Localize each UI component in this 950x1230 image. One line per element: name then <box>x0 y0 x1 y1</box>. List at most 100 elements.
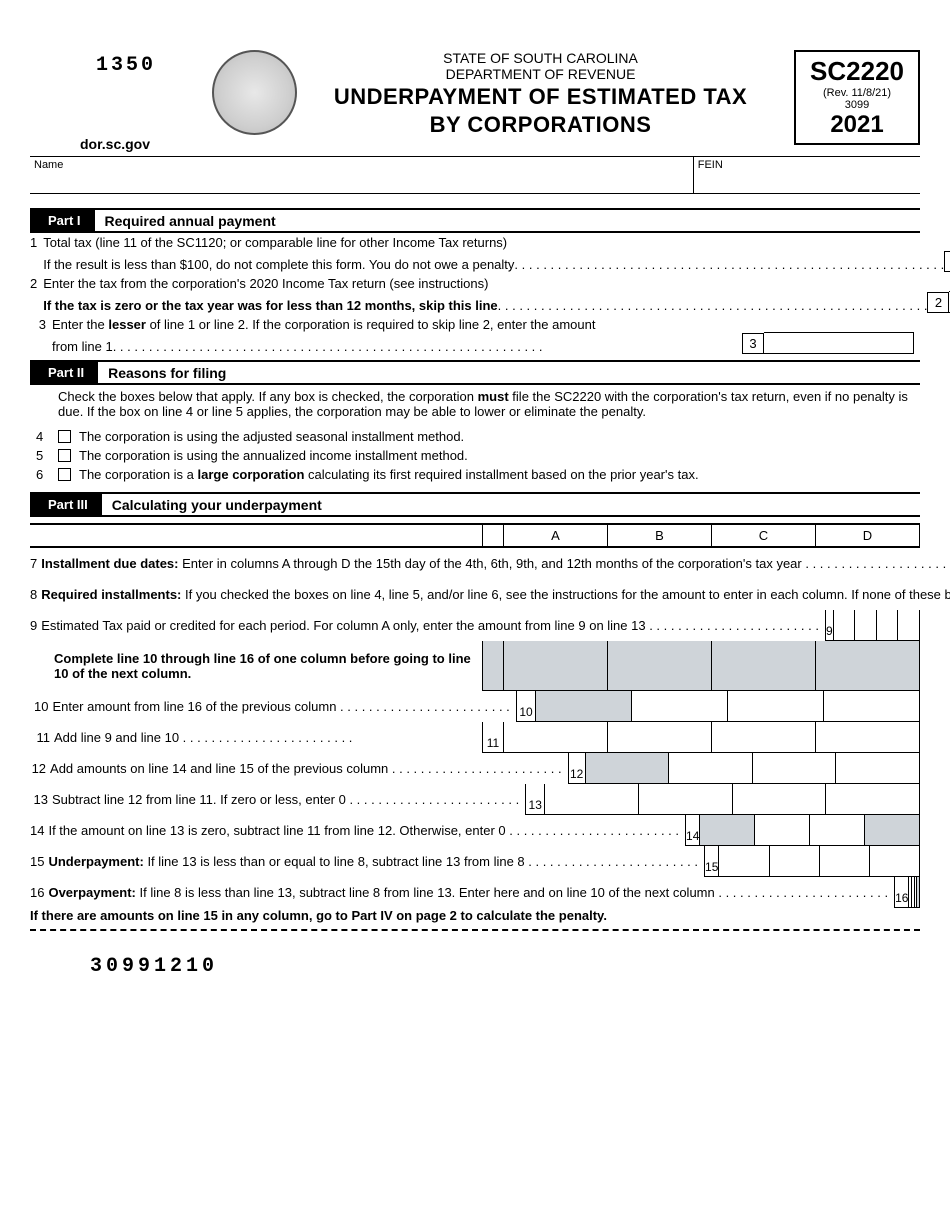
line-1-box: 1 <box>944 251 950 272</box>
part3-header: Part III Calculating your underpayment <box>30 492 920 517</box>
p3-l15-a[interactable] <box>719 846 769 877</box>
part2-instr: Check the boxes below that apply. If any… <box>30 385 920 427</box>
p3-l9-a[interactable] <box>834 610 856 641</box>
state-line: STATE OF SOUTH CAROLINA <box>307 50 774 66</box>
p3-l15-c[interactable] <box>820 846 870 877</box>
line-1-num: 1 <box>30 235 43 250</box>
year: 2021 <box>810 111 904 139</box>
p3-l11-a[interactable] <box>504 722 608 753</box>
line-1-text2: If the result is less than $100, do not … <box>43 257 514 272</box>
p3-l14-d <box>865 815 920 846</box>
website: dor.sc.gov <box>80 136 162 152</box>
p3-l13-a[interactable] <box>545 784 639 815</box>
line-2-text2: If the tax is zero or the tax year was f… <box>43 298 497 313</box>
p3-l15: 15Underpayment: If line 13 is less than … <box>30 846 920 877</box>
line-3-t1: Enter the <box>52 317 108 332</box>
part2-title: Reasons for filing <box>98 365 226 381</box>
col-b: B <box>608 523 712 548</box>
part2-label: Part II <box>30 362 98 383</box>
checkbox-6-num: 6 <box>36 467 52 482</box>
part3-title: Calculating your underpayment <box>102 497 322 513</box>
part3-bottom-note: If there are amounts on line 15 in any c… <box>30 908 920 931</box>
p3-l10: 10Enter amount from line 16 of the previ… <box>30 691 920 722</box>
line-3-input[interactable] <box>764 332 914 354</box>
line-2-text1: Enter the tax from the corporation's 202… <box>43 276 950 291</box>
part1-title: Required annual payment <box>95 213 276 229</box>
p3-l14: 14If the amount on line 13 is zero, subt… <box>30 815 920 846</box>
title-block: STATE OF SOUTH CAROLINA DEPARTMENT OF RE… <box>307 50 774 138</box>
p3-l13-d[interactable] <box>826 784 920 815</box>
line-3-num: 3 <box>30 317 52 332</box>
checkbox-4-box[interactable] <box>58 430 71 443</box>
line-3-text2: from line 1 <box>52 339 113 354</box>
p3-l15-d[interactable] <box>870 846 920 877</box>
p3-l14-b[interactable] <box>755 815 810 846</box>
title-2: BY CORPORATIONS <box>307 112 774 138</box>
form-id: SC2220 <box>810 56 904 87</box>
p3-l11-b[interactable] <box>608 722 712 753</box>
col-a: A <box>504 523 608 548</box>
p3-l12: 12Add amounts on line 14 and line 15 of … <box>30 753 920 784</box>
p3-l9-c[interactable] <box>877 610 899 641</box>
code: 3099 <box>810 99 904 111</box>
p3-l9: 9Estimated Tax paid or credited for each… <box>30 610 920 641</box>
p3-col-head: A B C D <box>30 523 920 548</box>
form-header: 1350 dor.sc.gov STATE OF SOUTH CAROLINA … <box>30 50 920 152</box>
checkbox-5-num: 5 <box>36 448 52 463</box>
line-3: 3 Enter the lesser of line 1 or line 2. … <box>30 315 920 356</box>
p3-l9-d[interactable] <box>898 610 920 641</box>
fein-label[interactable]: FEIN <box>694 157 920 193</box>
p3-l13-c[interactable] <box>733 784 827 815</box>
part1-header: Part I Required annual payment <box>30 208 920 233</box>
p3-l13: 13Subtract line 12 from line 11. If zero… <box>30 784 920 815</box>
p3-l12-a <box>586 753 670 784</box>
form-id-box: SC2220 (Rev. 11/8/21) 3099 2021 <box>794 50 920 145</box>
part2-header: Part II Reasons for filing <box>30 360 920 385</box>
checkbox-5: 5 The corporation is using the annualize… <box>30 446 920 465</box>
p3-l11-c[interactable] <box>712 722 816 753</box>
part3-table: A B C D 7Installment due dates: Enter in… <box>30 523 920 931</box>
checkbox-5-text: The corporation is using the annualized … <box>79 448 468 463</box>
line-1-text1: Total tax (line 11 of the SC1120; or com… <box>43 235 950 250</box>
checkbox-4-num: 4 <box>36 429 52 444</box>
checkbox-4: 4 The corporation is using the adjusted … <box>30 427 920 446</box>
p3-l9-b[interactable] <box>855 610 877 641</box>
p3-l15-b[interactable] <box>770 846 820 877</box>
p3-l13-b[interactable] <box>639 784 733 815</box>
p3-l10-c[interactable] <box>728 691 824 722</box>
p3-l12-b[interactable] <box>669 753 753 784</box>
checkbox-6-box[interactable] <box>58 468 71 481</box>
name-fein-row: Name FEIN <box>30 156 920 194</box>
line-1: 1 Total tax (line 11 of the SC1120; or c… <box>30 233 920 274</box>
p3-note: Complete line 10 through line 16 of one … <box>54 641 482 691</box>
p3-l10-d[interactable] <box>824 691 920 722</box>
p3-l8: 8Required installments: If you checked t… <box>30 579 920 610</box>
line-2: 2 Enter the tax from the corporation's 2… <box>30 274 920 315</box>
p3-l10-a <box>536 691 632 722</box>
line-3-t1c: of line 1 or line 2. If the corporation … <box>146 317 595 332</box>
p3-l11: 11Add line 9 and line 10 . . . . . . . .… <box>30 722 920 753</box>
part1-label: Part I <box>30 210 95 231</box>
p3-l10-b[interactable] <box>632 691 728 722</box>
line-3-box: 3 <box>742 333 764 354</box>
p3-l14-c[interactable] <box>810 815 865 846</box>
ocr-code: 1350 <box>90 50 162 81</box>
name-label[interactable]: Name <box>30 157 694 193</box>
p3-l7: 7Installment due dates: Enter in columns… <box>30 548 920 579</box>
dept-line: DEPARTMENT OF REVENUE <box>307 66 774 82</box>
p3-l14-a <box>700 815 755 846</box>
revision: (Rev. 11/8/21) <box>810 87 904 99</box>
p3-l16: 16Overpayment: If line 8 is less than li… <box>30 877 920 908</box>
line-2-num: 2 <box>30 276 43 291</box>
line-3-t1b: lesser <box>108 317 146 332</box>
p3-l11-d[interactable] <box>816 722 920 753</box>
p3-l12-d[interactable] <box>836 753 920 784</box>
checkbox-4-text: The corporation is using the adjusted se… <box>79 429 464 444</box>
barcode-number: 30991210 <box>90 955 920 978</box>
p3-l12-c[interactable] <box>753 753 837 784</box>
part3-label: Part III <box>30 494 102 515</box>
checkbox-5-box[interactable] <box>58 449 71 462</box>
state-seal-icon <box>212 50 297 135</box>
p3-l16-d <box>917 877 920 908</box>
col-c: C <box>712 523 816 548</box>
